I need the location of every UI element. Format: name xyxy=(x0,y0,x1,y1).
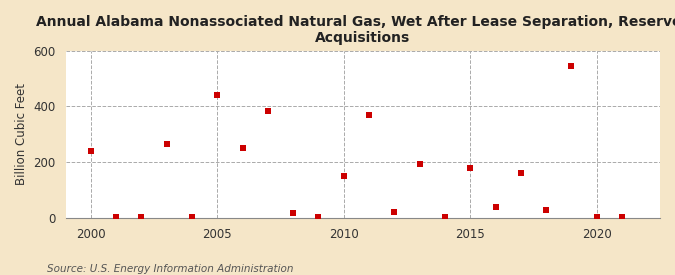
Point xyxy=(617,214,628,219)
Point xyxy=(516,171,526,175)
Point xyxy=(111,215,122,220)
Point xyxy=(136,214,147,219)
Point xyxy=(338,174,349,178)
Point xyxy=(389,210,400,214)
Point xyxy=(465,166,476,170)
Point xyxy=(439,215,450,220)
Point xyxy=(161,142,172,146)
Point xyxy=(566,64,577,68)
Point xyxy=(288,211,298,215)
Point xyxy=(263,108,273,113)
Text: Source: U.S. Energy Information Administration: Source: U.S. Energy Information Administ… xyxy=(47,264,294,274)
Point xyxy=(313,215,324,220)
Point xyxy=(490,205,501,210)
Y-axis label: Billion Cubic Feet: Billion Cubic Feet xyxy=(15,83,28,185)
Point xyxy=(364,112,375,117)
Point xyxy=(186,215,197,220)
Point xyxy=(414,161,425,166)
Point xyxy=(86,149,97,153)
Point xyxy=(237,146,248,150)
Point xyxy=(591,215,602,220)
Title: Annual Alabama Nonassociated Natural Gas, Wet After Lease Separation, Reserves
A: Annual Alabama Nonassociated Natural Gas… xyxy=(36,15,675,45)
Point xyxy=(541,208,551,212)
Point xyxy=(212,93,223,97)
